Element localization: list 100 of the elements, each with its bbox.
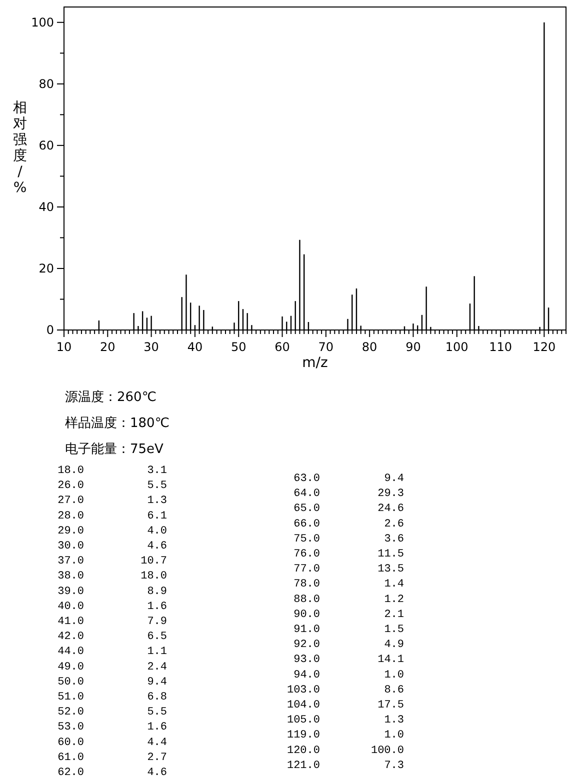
text: 13.5 [378,564,404,576]
x-tick-label: 100 [445,340,468,354]
text: 6.1 [147,510,167,522]
text: 9.4 [147,676,167,688]
y-axis-title: 相对强度/% [13,100,27,196]
text: 4.9 [384,639,404,652]
category-label: 121.0 [286,760,320,772]
text: 1.6 [147,600,167,613]
category-label: 50.0 [58,676,84,688]
category-label: 105.0 [286,714,320,727]
text: 24.6 [378,503,404,516]
text: 1.4 [384,578,404,591]
x-tick-label: 40 [187,340,203,354]
text: 29.3 [378,488,404,500]
text: 2.6 [384,518,404,530]
category-label: 44.0 [58,646,84,658]
text: 2.7 [147,752,167,764]
x-tick-label: 20 [100,340,116,354]
category-label: 91.0 [294,624,320,636]
category-label: 28.0 [58,510,84,522]
text: 6.5 [147,631,167,644]
y-tick-label: 100 [31,15,54,30]
x-tick-label: 70 [318,340,334,354]
category-label: 30.0 [58,540,84,552]
category-label: 77.0 [294,564,320,576]
text: 14.1 [378,654,404,666]
text: 100.0 [370,744,404,757]
text: 1.3 [147,495,167,508]
text: 3.1 [147,465,167,477]
text: 11.5 [378,548,404,560]
x-tick-label: 120 [532,340,556,354]
text: 2.1 [384,608,404,621]
text: 4.6 [147,540,167,552]
text: 1.2 [384,594,404,606]
category-label: 90.0 [294,608,320,621]
category-label: 26.0 [58,480,84,492]
y-tick-label: 0 [46,323,54,337]
category-label: 88.0 [294,594,320,606]
text: 5.5 [147,706,167,719]
category-label: 53.0 [58,722,84,734]
category-label: 27.0 [58,495,84,508]
category-label: 93.0 [294,654,320,666]
text: 10.7 [140,556,167,568]
y-tick-label: 40 [38,200,54,214]
category-label: 76.0 [294,548,320,560]
text: 电子能量：75eV [65,442,164,457]
text: 4.4 [147,736,167,749]
x-tick-label: 50 [230,340,246,354]
text: 样品温度：180℃ [65,415,170,431]
x-axis-title: m/z [302,355,328,371]
category-label: 78.0 [294,578,320,591]
text: 2.4 [147,661,167,674]
category-label: 40.0 [58,600,84,613]
category-label: 52.0 [58,706,84,719]
category-label: 60.0 [58,736,84,749]
category-label: 62.0 [58,767,84,779]
text: 1.0 [384,669,404,682]
category-label: 103.0 [286,684,320,696]
category-label: 66.0 [294,518,320,530]
category-label: 51.0 [58,692,84,704]
category-label: 94.0 [294,669,320,682]
category-label: 120.0 [286,744,320,757]
x-tick-label: 80 [362,340,378,354]
text: 8.6 [384,684,404,696]
x-tick-label: 110 [489,340,512,354]
text: 7.3 [384,760,404,772]
category-label: 63.0 [294,473,320,485]
text: 6.8 [147,692,167,704]
text: 9.4 [384,473,404,485]
x-tick-label: 10 [56,340,72,354]
text: 8.9 [147,586,167,598]
y-tick-label: 80 [38,76,54,91]
text: 4.6 [147,767,167,779]
category-label: 119.0 [286,730,320,742]
category-label: 42.0 [58,631,84,644]
category-label: 37.0 [58,556,84,568]
text: 17.5 [378,700,404,712]
text: 7.9 [147,616,167,628]
category-label: 18.0 [58,465,84,477]
category-label: 49.0 [58,661,84,674]
text: 1.3 [384,714,404,727]
text: 1.5 [384,624,404,636]
category-label: 64.0 [294,488,320,500]
x-tick-label: 60 [274,340,290,354]
category-label: 75.0 [294,533,320,546]
category-label: 39.0 [58,586,84,598]
category-label: 61.0 [58,752,84,764]
category-label: 104.0 [286,700,320,712]
text: 1.6 [147,722,167,734]
x-tick-label: 90 [406,340,421,354]
category-label: 29.0 [58,525,84,538]
text: 1.1 [147,646,167,658]
category-label: 92.0 [294,639,320,652]
category-label: 41.0 [58,616,84,628]
text: 18.0 [140,570,167,583]
y-tick-label: 20 [38,261,54,276]
text: 5.5 [147,480,167,492]
text: 4.0 [147,525,167,538]
text: 3.6 [384,533,404,546]
text: 1.0 [384,730,404,742]
